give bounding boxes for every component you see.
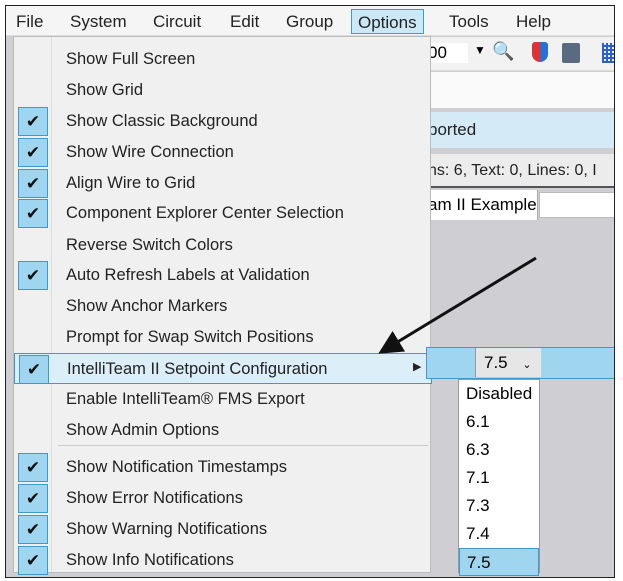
options-menu: Show Full Screen Show Grid ✔ Show Classic B… [13, 36, 432, 576]
menu-item-label: Show Full Screen [66, 50, 196, 68]
menu-item-label: Show Wire Connection [66, 143, 234, 161]
menu-item-label: Show Warning Notifications [66, 520, 268, 538]
menu-item[interactable]: ✔ Align Wire to Grid [14, 168, 430, 199]
zoom-out-icon[interactable]: 🔍 [492, 41, 515, 61]
check-gutter [14, 37, 52, 572]
menu-help[interactable]: Help [516, 12, 551, 31]
toolbar: 00 ▼ 🔍 [426, 37, 614, 71]
toolbar-row [426, 72, 614, 108]
menu-item[interactable]: Enable IntelliTeam® FMS Export [14, 384, 430, 415]
menu-item[interactable]: Show Grid [14, 75, 430, 106]
menu-item[interactable]: ✔ Show Warning Notifications [14, 514, 430, 545]
menu-item-label: IntelliTeam II Setpoint Configuration [67, 360, 328, 378]
menu-item[interactable]: ✔ Show Error Notifications [14, 483, 430, 514]
menu-item-label: Component Explorer Center Selection [66, 204, 344, 222]
tab-strip [539, 192, 614, 218]
setpoint-dropdown-list: Disabled 6.1 6.3 7.1 7.3 7.4 7.5 [458, 379, 540, 576]
annotation-arrow [378, 256, 537, 354]
checkmark-icon: ✔ [18, 484, 48, 513]
menu-item[interactable]: ✔ IntelliTeam II Setpoint Configuration ▶ [14, 353, 432, 384]
menu-options[interactable]: Options [351, 9, 424, 34]
menu-item[interactable]: ✔ Component Explorer Center Selection [14, 198, 430, 229]
menu-item-label: Enable IntelliTeam® FMS Export [66, 390, 305, 408]
checkmark-icon: ✔ [18, 453, 48, 482]
menu-tools[interactable]: Tools [449, 12, 489, 31]
checkmark-icon: ✔ [19, 355, 49, 384]
grid-icon[interactable] [602, 43, 614, 63]
menu-item-label: Prompt for Swap Switch Positions [66, 328, 314, 346]
menu-item[interactable]: Prompt for Swap Switch Positions [14, 322, 430, 353]
setpoint-submenu: 7.5 ⌄ [426, 347, 614, 379]
menu-item[interactable]: Show Anchor Markers [14, 291, 430, 322]
menu-group[interactable]: Group [286, 12, 334, 31]
checkmark-icon: ✔ [18, 199, 48, 228]
stats-bar: ns: 6, Text: 0, Lines: 0, I [426, 154, 614, 188]
menu-bar: File System Circuit Edit Group Options T… [6, 6, 614, 36]
menu-edit[interactable]: Edit [230, 12, 260, 31]
checkmark-icon: ✔ [18, 261, 48, 290]
dropdown-arrow-icon[interactable]: ▼ [474, 43, 486, 57]
setpoint-option[interactable]: 7.4 [466, 524, 490, 543]
menu-item[interactable]: Show Full Screen [14, 44, 430, 75]
menu-item[interactable]: ✔ Show Wire Connection [14, 137, 430, 168]
menu-item-label: Show Classic Background [66, 112, 258, 130]
menu-item[interactable]: ✔ Show Info Notifications [14, 545, 430, 576]
setpoint-option[interactable]: 7.1 [466, 468, 490, 487]
menu-item[interactable]: ✔ Show Classic Background [14, 106, 430, 137]
menu-item-label: Show Notification Timestamps [66, 458, 288, 476]
setpoint-option[interactable]: 6.3 [466, 440, 490, 459]
arrow-line [378, 256, 537, 354]
checkmark-icon: ✔ [18, 138, 48, 167]
checkmark-icon: ✔ [18, 107, 48, 136]
menu-item-label: Auto Refresh Labels at Validation [66, 266, 310, 284]
zoom-combo[interactable]: 00 [428, 43, 468, 63]
menu-item-label: Reverse Switch Colors [66, 236, 233, 254]
menu-item-label: Align Wire to Grid [66, 174, 196, 192]
menu-item-label: Show Info Notifications [66, 551, 234, 569]
menu-item[interactable]: ✔ Auto Refresh Labels at Validation [14, 260, 430, 291]
checkmark-icon: ✔ [18, 169, 48, 198]
menu-item[interactable]: Reverse Switch Colors [14, 230, 430, 261]
status-banner: ported [426, 112, 614, 148]
setpoint-combo[interactable]: 7.5 ⌄ [475, 348, 541, 377]
submenu-arrow-icon: ▶ [413, 361, 422, 373]
setpoint-option[interactable]: 6.1 [466, 412, 490, 431]
menu-item-label: Show Admin Options [66, 421, 220, 439]
menu-separator [58, 445, 428, 446]
menu-file[interactable]: File [16, 12, 44, 31]
menu-circuit[interactable]: Circuit [153, 12, 202, 31]
setpoint-option[interactable]: Disabled [466, 384, 533, 403]
menu-item-label: Show Grid [66, 81, 144, 99]
app-window: File System Circuit Edit Group Options T… [5, 5, 615, 578]
setpoint-option[interactable]: 7.3 [466, 496, 490, 515]
menu-item-label: Show Error Notifications [66, 489, 243, 507]
chevron-down-icon[interactable]: ⌄ [522, 359, 532, 371]
device-icon[interactable] [562, 43, 580, 63]
setpoint-value: 7.5 [484, 353, 508, 372]
checkmark-icon: ✔ [18, 546, 48, 575]
setpoint-option[interactable]: 7.5 [459, 548, 539, 576]
menu-item-label: Show Anchor Markers [66, 297, 228, 315]
menu-item[interactable]: ✔ Show Notification Timestamps [14, 452, 430, 483]
menu-item[interactable]: Show Admin Options [14, 415, 430, 446]
menu-system[interactable]: System [70, 12, 127, 31]
tab-example[interactable]: am II Example [426, 190, 538, 220]
checkmark-icon: ✔ [18, 515, 48, 544]
shield-icon[interactable] [532, 42, 548, 62]
